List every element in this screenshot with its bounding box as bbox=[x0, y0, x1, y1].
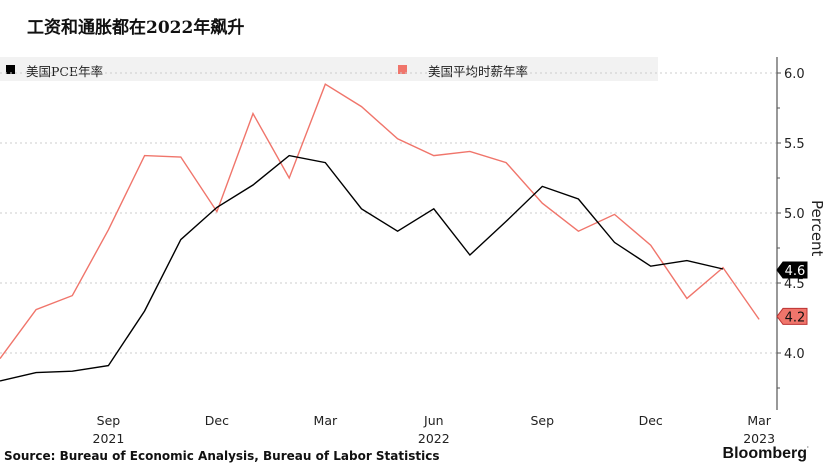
legend-swatch-pce bbox=[6, 65, 15, 74]
last-value-tag-wages bbox=[776, 307, 808, 325]
y-axis-label: Percent bbox=[808, 200, 826, 257]
source-note: Source: Bureau of Economic Analysis, Bur… bbox=[4, 449, 440, 463]
x-tick-label: Dec bbox=[205, 413, 229, 428]
x-year-label: 2022 bbox=[418, 431, 450, 446]
logo-text: Bloomberg bbox=[722, 445, 807, 462]
legend: 美国PCE年率 美国平均时薪年率 bbox=[0, 57, 658, 81]
x-tick-label: Sep bbox=[530, 413, 554, 428]
last-value-label: 4.6 bbox=[785, 264, 806, 279]
series-line-wages bbox=[0, 83, 760, 360]
x-tick-label: Mar bbox=[314, 413, 338, 428]
legend-swatch-wages bbox=[398, 65, 407, 74]
x-tick-label: Mar bbox=[747, 413, 771, 428]
series-line-pce bbox=[0, 154, 724, 382]
x-year-label: 2021 bbox=[93, 431, 125, 446]
x-tick-label: Dec bbox=[639, 413, 663, 428]
y-tick-label: 4.0 bbox=[784, 347, 805, 362]
bloomberg-logo: Bloomberg· bbox=[722, 445, 809, 462]
last-value-tag-pce bbox=[776, 261, 808, 279]
y-tick-label: 6.0 bbox=[784, 67, 805, 82]
x-year-label: 2023 bbox=[743, 431, 775, 446]
x-tick-label: Sep bbox=[97, 413, 121, 428]
last-value-label: 4.2 bbox=[785, 310, 806, 325]
x-tick-label: Jun bbox=[423, 413, 444, 428]
y-tick-label: 4.5 bbox=[784, 277, 805, 292]
chart-title: 工资和通胀都在2022年飙升 bbox=[27, 18, 245, 38]
y-tick-label: 5.5 bbox=[784, 137, 805, 152]
legend-label-wages: 美国平均时薪年率 bbox=[428, 64, 529, 79]
legend-label-pce: 美国PCE年率 bbox=[26, 64, 104, 79]
y-tick-label: 5.0 bbox=[784, 207, 805, 222]
